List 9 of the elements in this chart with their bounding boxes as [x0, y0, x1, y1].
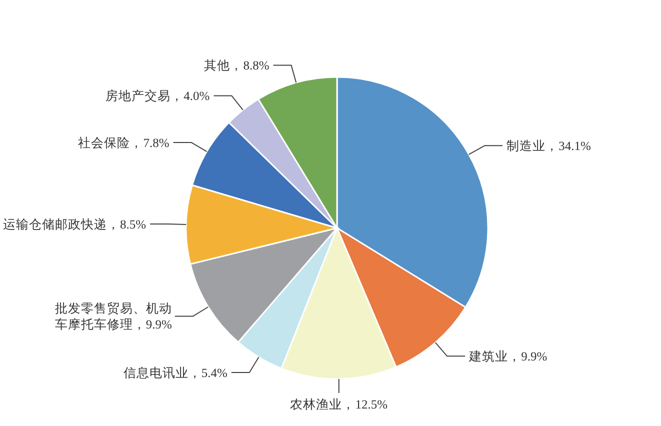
slice-label: 信息电讯业，5.4%	[123, 366, 228, 380]
slice-label: 批发零售贸易、机动车摩托车修理，9.9%	[54, 302, 172, 332]
slice-label: 农林渔业，12.5%	[290, 397, 388, 412]
slice-label: 社会保险，7.8%	[78, 136, 170, 150]
slice-label: 其他，8.8%	[204, 58, 270, 73]
slice-label: 运输仓储邮政快递，8.5%	[3, 217, 146, 232]
slice-label: 房地产交易，4.0%	[106, 88, 210, 104]
slice-label: 建筑业，9.9%	[468, 350, 548, 364]
slice-label: 制造业，34.1%	[506, 139, 591, 154]
